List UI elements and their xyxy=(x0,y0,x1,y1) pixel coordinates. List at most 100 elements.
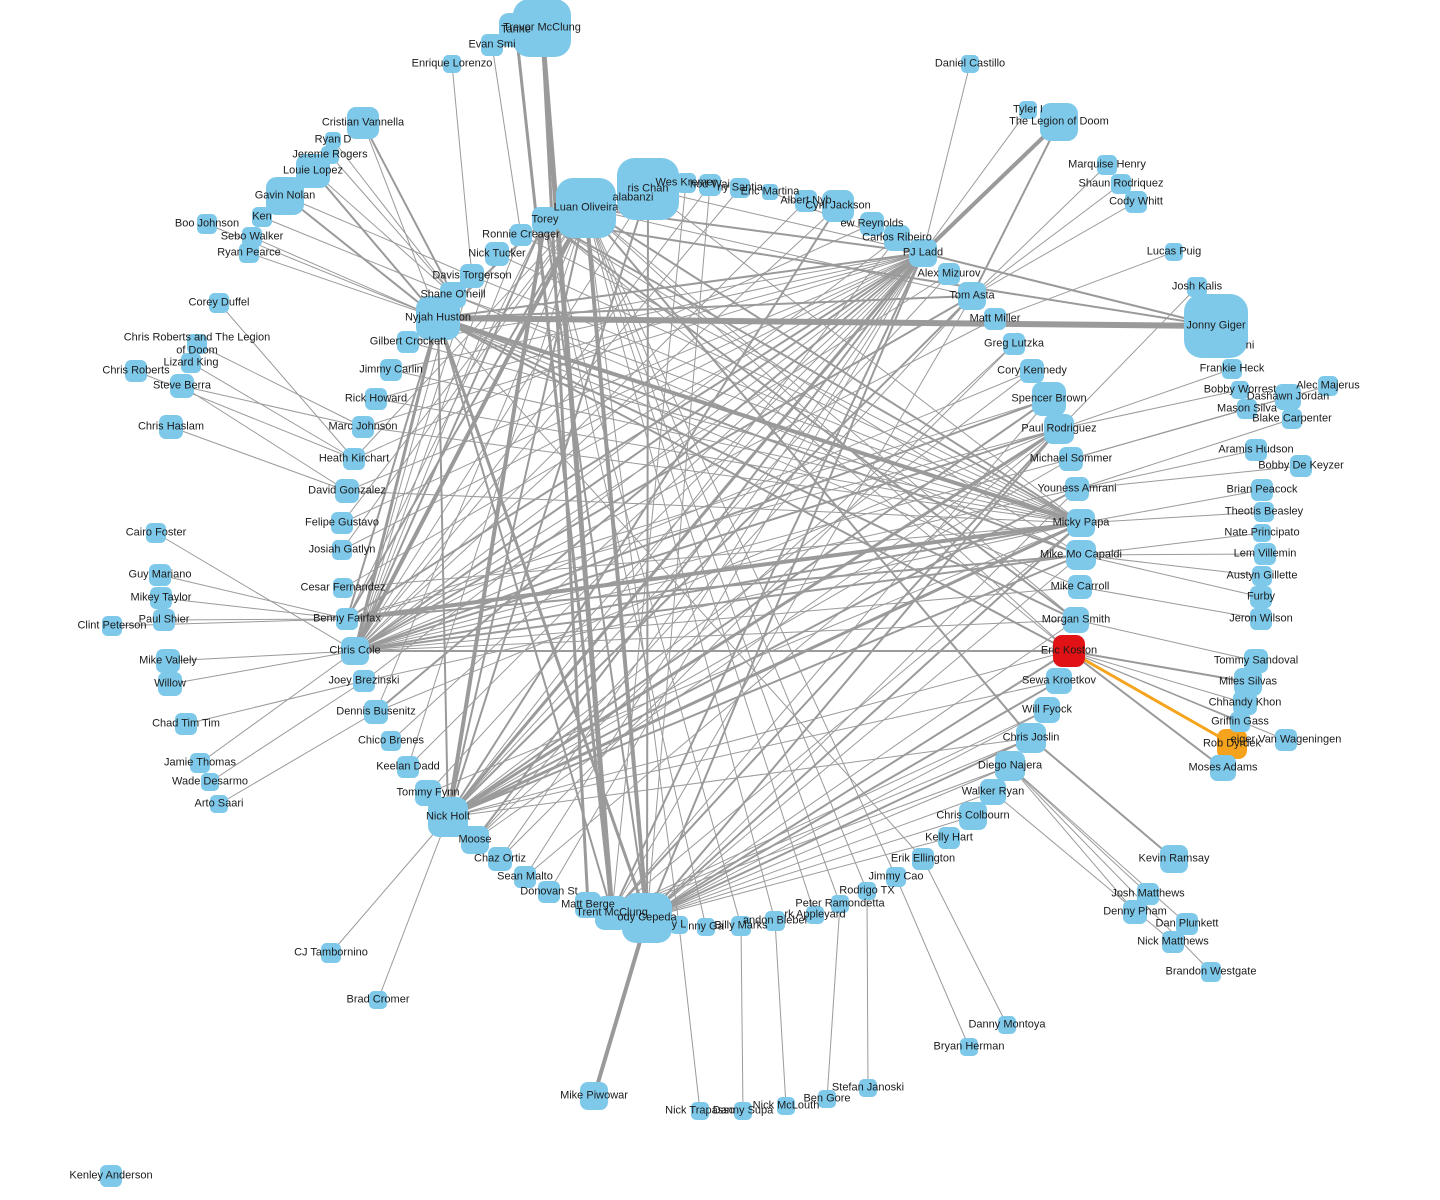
graph-node-albert_nyberg[interactable] xyxy=(795,190,817,212)
graph-node-chris_colbourn[interactable] xyxy=(959,802,987,830)
graph-node-will_fyock[interactable] xyxy=(1034,697,1060,723)
graph-node-felipe_gustavo[interactable] xyxy=(331,512,353,534)
graph-node-josh_matthews[interactable] xyxy=(1137,883,1159,905)
graph-node-mike_piwowar[interactable] xyxy=(580,1082,608,1110)
graph-node-aramis_hudson[interactable] xyxy=(1245,439,1267,461)
graph-node-luan_oliveira[interactable] xyxy=(556,178,616,238)
graph-node-torey[interactable] xyxy=(532,207,558,233)
graph-node-jonny_giger[interactable] xyxy=(1184,294,1248,358)
graph-node-kevin_ramsay[interactable] xyxy=(1160,845,1188,873)
graph-node-marc_johnson[interactable] xyxy=(352,416,374,438)
graph-node-ken[interactable] xyxy=(252,207,272,227)
graph-node-kelly_hart[interactable] xyxy=(938,827,960,849)
graph-node-dan_plunkett[interactable] xyxy=(1176,913,1198,935)
graph-node-gilbert_crockett[interactable] xyxy=(397,331,419,353)
graph-node-ronnie_creager[interactable] xyxy=(510,224,532,246)
graph-node-jimmy_carlin[interactable] xyxy=(380,359,402,381)
graph-node-lucas_puig[interactable] xyxy=(1165,243,1183,261)
graph-node-bobby_de_keyzer[interactable] xyxy=(1290,455,1312,477)
graph-node-tanner_fragment[interactable] xyxy=(499,13,533,47)
graph-node-chris_haslam[interactable] xyxy=(159,415,183,439)
graph-node-keelan_dadd[interactable] xyxy=(397,756,419,778)
graph-node-chaz_ortiz[interactable] xyxy=(488,847,512,871)
graph-node-chris_roberts_lod[interactable] xyxy=(187,334,207,354)
graph-node-cody_cepeda[interactable] xyxy=(622,893,672,943)
graph-node-cesar_fernandez[interactable] xyxy=(333,578,353,598)
graph-node-brandon_westgate[interactable] xyxy=(1201,962,1221,982)
graph-node-brad_cromer[interactable] xyxy=(369,991,387,1009)
graph-node-sebo_walker[interactable] xyxy=(242,227,262,247)
graph-node-dennis_busenitz[interactable] xyxy=(364,700,388,724)
graph-node-johnny_layton[interactable] xyxy=(670,916,688,934)
graph-node-cory_kennedy[interactable] xyxy=(1020,359,1044,383)
graph-node-rodrigo_tx[interactable] xyxy=(858,882,876,900)
graph-node-jeron_wilson[interactable] xyxy=(1250,608,1272,630)
graph-node-mason_silva[interactable] xyxy=(1237,399,1257,419)
graph-node-matt_berger[interactable] xyxy=(575,892,601,918)
graph-node-pj_ladd[interactable] xyxy=(909,239,937,267)
graph-node-nick_mclouth[interactable] xyxy=(777,1097,795,1115)
graph-node-micky_papa[interactable] xyxy=(1067,509,1095,537)
graph-node-wieger[interactable] xyxy=(1275,729,1297,751)
graph-node-rob_dyrdek[interactable] xyxy=(1217,729,1247,759)
graph-node-ryan_d[interactable] xyxy=(325,132,341,148)
graph-node-chad_tim_tim[interactable] xyxy=(175,713,197,735)
graph-node-cyril_jackson[interactable] xyxy=(822,190,854,222)
graph-node-walker_ryan[interactable] xyxy=(980,779,1006,805)
graph-node-steve_berra[interactable] xyxy=(170,374,194,398)
graph-node-moose[interactable] xyxy=(461,826,489,854)
graph-node-nick_trapasso[interactable] xyxy=(691,1102,709,1120)
graph-node-tyler_i[interactable] xyxy=(1019,101,1037,119)
graph-node-josh_kalis[interactable] xyxy=(1187,277,1207,297)
graph-node-blake_carpenter[interactable] xyxy=(1282,409,1302,429)
graph-node-nick_tucker[interactable] xyxy=(485,242,509,266)
graph-node-wade_desarmo[interactable] xyxy=(201,773,219,791)
graph-node-lizard_king[interactable] xyxy=(181,353,201,373)
graph-node-moses_adams[interactable] xyxy=(1210,755,1236,781)
graph-node-enrique_lorenzo[interactable] xyxy=(443,55,461,73)
graph-node-rick_howard[interactable] xyxy=(365,388,387,410)
graph-node-mark_appleyard[interactable] xyxy=(806,906,824,924)
graph-node-furby[interactable] xyxy=(1250,586,1272,608)
graph-node-mike_mo_capaldi[interactable] xyxy=(1066,540,1096,570)
graph-node-brandon_biebel[interactable] xyxy=(765,911,785,931)
graph-node-theotis_beasley[interactable] xyxy=(1254,502,1274,522)
graph-node-evan_smith[interactable] xyxy=(481,34,503,56)
graph-node-chris_joslin[interactable] xyxy=(1016,723,1046,753)
graph-node-clint_peterson[interactable] xyxy=(102,616,122,636)
graph-node-chris_roberts[interactable] xyxy=(125,360,147,382)
graph-node-andrew_reynolds[interactable] xyxy=(860,212,884,236)
graph-node-brian_peacock[interactable] xyxy=(1251,479,1273,501)
graph-node-cj_tambornino[interactable] xyxy=(321,943,341,963)
graph-node-nate_principato[interactable] xyxy=(1253,524,1271,542)
graph-node-marquise_henry[interactable] xyxy=(1097,155,1117,175)
graph-node-davis_torgerson[interactable] xyxy=(460,264,484,288)
graph-node-spencer_brown[interactable] xyxy=(1032,382,1066,416)
graph-node-paul_shier[interactable] xyxy=(153,609,175,631)
graph-node-eric_martina[interactable] xyxy=(762,184,778,200)
graph-node-ben_gore[interactable] xyxy=(818,1090,836,1108)
graph-node-chris_cole[interactable] xyxy=(341,637,369,665)
graph-node-mikey_taylor[interactable] xyxy=(150,587,172,609)
graph-node-bobby_worrest[interactable] xyxy=(1231,381,1249,399)
graph-node-eric_koston[interactable] xyxy=(1053,635,1085,667)
graph-node-kenley_anderson[interactable] xyxy=(100,1165,122,1187)
graph-node-mike_carroll[interactable] xyxy=(1068,575,1092,599)
graph-node-david_gonzalez[interactable] xyxy=(335,479,359,503)
graph-node-tommy_sandoval[interactable] xyxy=(1244,649,1268,673)
graph-node-chico_brenes[interactable] xyxy=(381,731,401,751)
graph-node-billy_marks[interactable] xyxy=(731,916,751,936)
graph-node-daniel_castillo[interactable] xyxy=(961,55,979,73)
graph-node-guy_mariano[interactable] xyxy=(149,564,171,586)
graph-node-manny_santiago[interactable] xyxy=(730,178,750,198)
graph-node-ishod_wair[interactable] xyxy=(699,174,721,196)
graph-node-paul_rodriguez[interactable] xyxy=(1044,414,1074,444)
graph-node-cairo_foster[interactable] xyxy=(146,523,166,543)
graph-node-alec_majerus[interactable] xyxy=(1318,376,1338,396)
graph-node-matt_miller[interactable] xyxy=(984,308,1006,330)
graph-node-ryan_pearce[interactable] xyxy=(239,243,259,263)
graph-node-jimmy_cao[interactable] xyxy=(886,867,906,887)
graph-node-stefan_janoski[interactable] xyxy=(859,1079,877,1097)
graph-node-donovan_strain[interactable] xyxy=(538,881,560,903)
graph-node-jamie_thomas[interactable] xyxy=(190,753,210,773)
